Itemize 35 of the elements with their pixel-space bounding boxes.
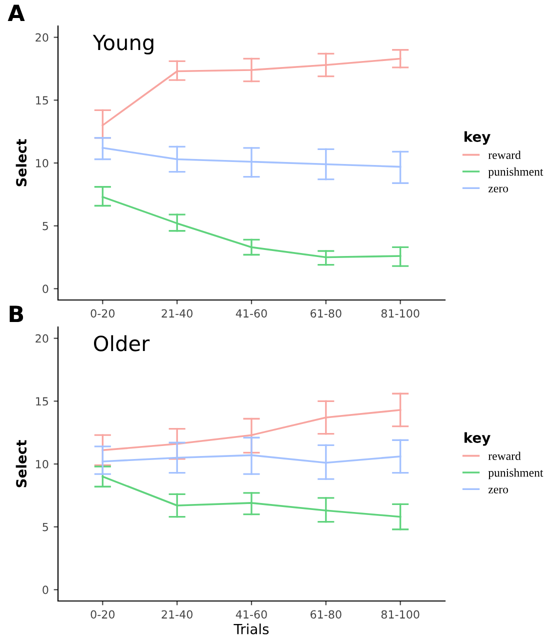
x-tick-label: 21-40 — [162, 610, 192, 619]
y-tick-label: 5 — [42, 222, 48, 230]
y-tick-label: 15 — [36, 96, 48, 105]
chart-title: Older — [94, 335, 150, 352]
legend-label: zero — [488, 488, 508, 494]
x-tick-label: 0-20 — [90, 309, 115, 318]
y-tick-label: 10 — [36, 460, 48, 468]
y-axis-title: Select — [16, 139, 27, 186]
y-tick-label: 15 — [36, 397, 48, 406]
x-tick-label: 0-20 — [90, 610, 115, 619]
y-tick-label: 5 — [42, 522, 48, 532]
x-axis-title: Trials — [234, 624, 269, 634]
legend-label: reward — [488, 150, 521, 160]
x-tick-label: 81-100 — [381, 610, 420, 619]
legend-label: punishment — [488, 468, 544, 480]
x-tick-label: 61-80 — [310, 309, 342, 318]
legend-label: zero — [488, 186, 508, 192]
y-axis-title: Select — [16, 440, 27, 488]
y-tick-label: 0 — [42, 586, 48, 594]
text: B — [10, 306, 24, 322]
x-tick-label: 21-40 — [162, 309, 192, 318]
legend-label: reward — [488, 452, 521, 460]
legend-label: punishment — [488, 167, 544, 178]
text: A — [8, 4, 25, 21]
x-tick-label: 81-100 — [381, 309, 420, 318]
y-tick-label: 20 — [36, 334, 48, 343]
x-tick-label: 41-60 — [236, 309, 267, 318]
y-tick-label: 20 — [36, 33, 48, 42]
y-tick-label: 10 — [36, 158, 48, 168]
y-tick-label: 0 — [42, 284, 48, 294]
x-tick-label: 61-80 — [310, 610, 342, 619]
x-tick-label: 41-60 — [236, 610, 267, 619]
legend-title: key — [464, 432, 490, 446]
chart-title: Young — [92, 34, 154, 54]
legend-title: key — [464, 131, 490, 145]
